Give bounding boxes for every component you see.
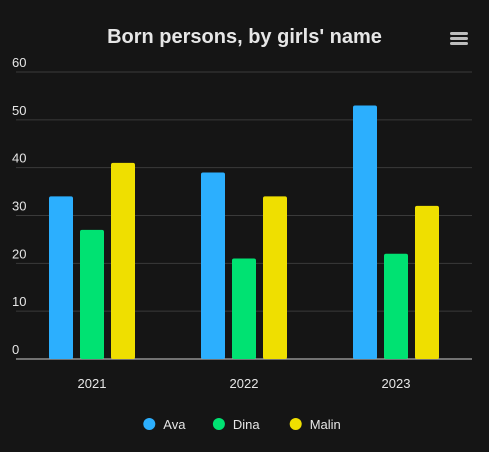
legend-marker xyxy=(143,418,156,430)
y-tick-label: 0 xyxy=(12,342,19,357)
x-tick-label: 2021 xyxy=(78,376,107,391)
legend-marker xyxy=(212,418,225,430)
y-tick-label: 10 xyxy=(12,294,26,309)
x-tick-label: 2022 xyxy=(230,376,259,391)
x-tick-label: 2023 xyxy=(382,376,411,391)
legend-item-dina[interactable]: Dina xyxy=(212,417,261,432)
legend-label: Malin xyxy=(310,417,341,432)
legend-label: Dina xyxy=(233,417,261,432)
y-tick-label: 40 xyxy=(12,151,26,166)
y-tick-label: 20 xyxy=(12,246,26,261)
bar-ava-2022 xyxy=(201,172,225,359)
bar-dina-2022 xyxy=(232,258,256,359)
legend-marker xyxy=(289,418,302,430)
legend-item-malin[interactable]: Malin xyxy=(289,417,341,432)
bar-ava-2023 xyxy=(353,105,377,359)
bar-malin-2023 xyxy=(415,205,439,359)
y-tick-label: 60 xyxy=(12,55,26,70)
hamburger-menu-icon xyxy=(450,37,468,40)
chart-menu-button[interactable] xyxy=(444,26,474,52)
legend-item-ava[interactable]: Ava xyxy=(143,417,186,432)
hamburger-menu-icon xyxy=(450,42,468,45)
legend-label: Ava xyxy=(163,417,186,432)
bar-ava-2021 xyxy=(49,196,73,359)
bar-malin-2022 xyxy=(263,196,287,359)
chart-title: Born persons, by girls' name xyxy=(107,26,382,48)
bar-malin-2021 xyxy=(111,162,135,359)
bar-dina-2021 xyxy=(80,229,104,359)
y-tick-label: 50 xyxy=(12,103,26,118)
y-tick-label: 30 xyxy=(12,199,26,214)
bar-dina-2023 xyxy=(384,253,408,359)
hamburger-menu-icon xyxy=(450,32,468,35)
